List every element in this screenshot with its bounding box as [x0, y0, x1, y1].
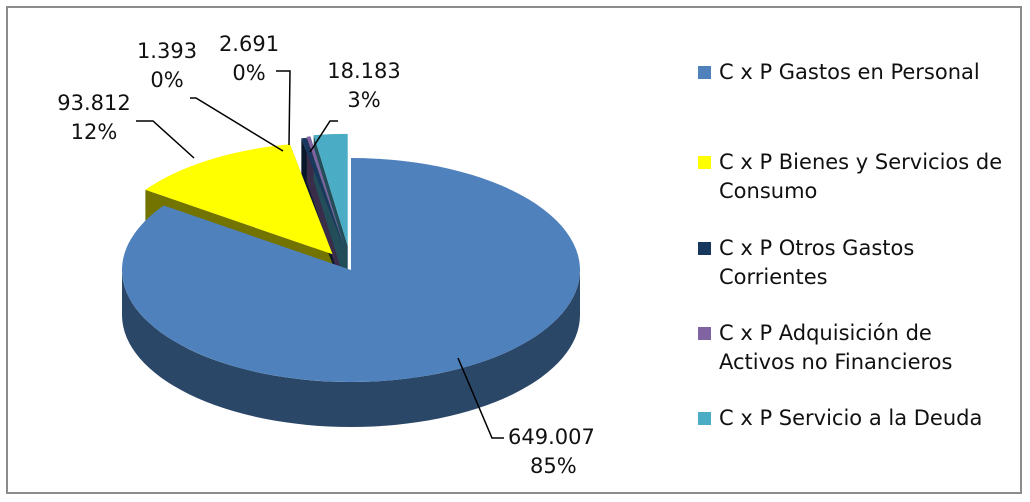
- leader-line-otros-gastos: [276, 70, 291, 146]
- data-label-value-adquisicion-activos: 1.393: [137, 39, 197, 63]
- pie-slice-adquisicion-activos: [306, 136, 345, 248]
- data-label-percent-adquisicion-activos: 0%: [150, 68, 183, 92]
- legend-swatch: [698, 66, 711, 79]
- legend-label: C x P Servicio a la Deuda: [719, 406, 983, 430]
- data-label-percent-gastos-personal: 85%: [530, 454, 577, 478]
- pie-chart: 649.007 85% 93.812 12% 2.691 0% 1.393 0% 18.183 3…: [57, 32, 595, 478]
- leader-line-adquisicion-activos: [190, 97, 284, 152]
- data-label-percent-bienes-servicios: 12%: [71, 120, 118, 144]
- legend-label: C x P Gastos en Personal: [719, 60, 980, 84]
- data-label-percent-servicio-deuda: 3%: [347, 88, 380, 112]
- legend-swatch: [698, 242, 711, 255]
- legend-swatch: [698, 156, 711, 169]
- legend-label: C x P Bienes y Servicios de Consumo: [719, 150, 1003, 203]
- legend-item-adquisicion-activos: C x P Adquisición de Activos no Financie…: [698, 319, 1009, 377]
- leader-line-bienes-servicios: [136, 120, 195, 159]
- legend-swatch: [698, 412, 711, 425]
- legend-item-gastos-personal: C x P Gastos en Personal: [698, 58, 1009, 87]
- leader-line-gastos-personal: [457, 357, 504, 439]
- legend-label: C x P Otros Gastos Corrientes: [719, 236, 915, 289]
- pie-slice-otros-gastos: [301, 137, 344, 249]
- leader-line-servicio-deuda: [309, 120, 338, 153]
- legend-label: C x P Adquisición de Activos no Financie…: [719, 321, 953, 374]
- legend-item-servicio-deuda: C x P Servicio a la Deuda: [698, 404, 1009, 433]
- data-label-value-servicio-deuda: 18.183: [327, 59, 400, 83]
- chart-frame: 649.007 85% 93.812 12% 2.691 0% 1.393 0% 18.183 3…: [6, 6, 1022, 494]
- legend-swatch: [698, 327, 711, 340]
- pie-slice-servicio-deuda: [313, 133, 348, 246]
- pie-slice-gastos-personal: [122, 158, 580, 382]
- data-label-value-gastos-personal: 649.007: [508, 425, 595, 449]
- data-label-percent-otros-gastos: 0%: [232, 61, 265, 85]
- pie-slice-bienes-servicios: [145, 144, 333, 255]
- legend-item-bienes-servicios: C x P Bienes y Servicios de Consumo: [698, 148, 1009, 206]
- pie-slice-side-gastos-personal: [122, 270, 580, 427]
- legend-item-otros-gastos: C x P Otros Gastos Corrientes: [698, 234, 1009, 292]
- data-label-value-otros-gastos: 2.691: [219, 32, 279, 56]
- data-label-value-bienes-servicios: 93.812: [57, 91, 130, 115]
